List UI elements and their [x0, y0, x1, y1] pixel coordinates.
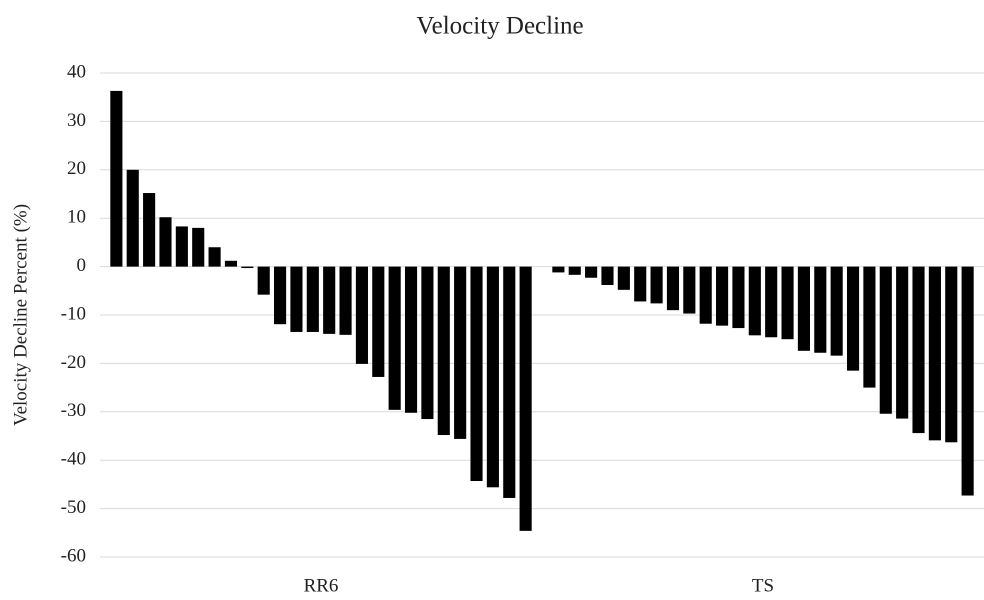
- bar: [470, 266, 483, 482]
- bar: [617, 266, 630, 290]
- bar: [716, 266, 729, 326]
- bar: [437, 266, 450, 436]
- bar: [797, 266, 810, 351]
- bar: [928, 266, 941, 441]
- bar: [486, 266, 499, 488]
- bar: [683, 266, 696, 314]
- bar: [863, 266, 876, 388]
- bar: [241, 266, 254, 269]
- y-tick-label: 30: [67, 110, 86, 131]
- bar: [274, 266, 287, 325]
- bar: [110, 90, 123, 267]
- bar: [748, 266, 761, 336]
- bar: [961, 266, 974, 496]
- x-tick-label: RR6: [304, 575, 339, 596]
- bar: [879, 266, 892, 414]
- y-axis-label: Velocity Decline Percent (%): [10, 204, 31, 426]
- x-tick-label: TS: [752, 575, 774, 596]
- y-tick-label: -50: [61, 497, 86, 518]
- bar: [355, 266, 368, 364]
- bar: [634, 266, 647, 302]
- bar: [650, 266, 663, 304]
- bar: [143, 193, 156, 267]
- y-tick-label: 10: [67, 207, 86, 228]
- bar: [765, 266, 778, 338]
- bar: [454, 266, 467, 439]
- bar: [503, 266, 516, 498]
- y-tick-label: -20: [61, 352, 86, 373]
- bar: [781, 266, 794, 340]
- y-tick-label: -40: [61, 449, 86, 470]
- bar: [519, 266, 532, 531]
- bar: [552, 266, 565, 273]
- y-tick-label: -60: [61, 545, 86, 566]
- bar: [585, 266, 598, 278]
- bar: [945, 266, 958, 443]
- bar: [666, 266, 680, 311]
- y-tick-label: 40: [67, 61, 86, 82]
- bar: [388, 266, 401, 410]
- bar: [830, 266, 843, 356]
- bar: [306, 266, 319, 332]
- y-tick-label: -10: [61, 303, 86, 324]
- bar: [224, 260, 238, 267]
- bar: [699, 266, 712, 324]
- bar: [257, 266, 270, 295]
- y-tick-label: -30: [61, 400, 86, 421]
- bar: [814, 266, 827, 353]
- bar: [421, 266, 434, 420]
- bar: [404, 266, 418, 413]
- y-tick-label: 20: [67, 158, 86, 179]
- bar: [290, 266, 303, 332]
- bar: [208, 247, 221, 267]
- bar: [323, 266, 336, 334]
- y-tick-label: 0: [77, 255, 87, 276]
- bar: [912, 266, 925, 434]
- bar: [601, 266, 614, 285]
- bar: [159, 217, 172, 267]
- bar: [192, 227, 205, 267]
- chart-title: Velocity Decline: [416, 13, 583, 40]
- bar: [372, 266, 385, 377]
- bar: [175, 226, 188, 267]
- bar: [846, 266, 860, 371]
- bar: [896, 266, 909, 419]
- bar: [339, 266, 352, 335]
- bar: [568, 266, 581, 275]
- bar: [732, 266, 745, 329]
- bar: [126, 169, 139, 267]
